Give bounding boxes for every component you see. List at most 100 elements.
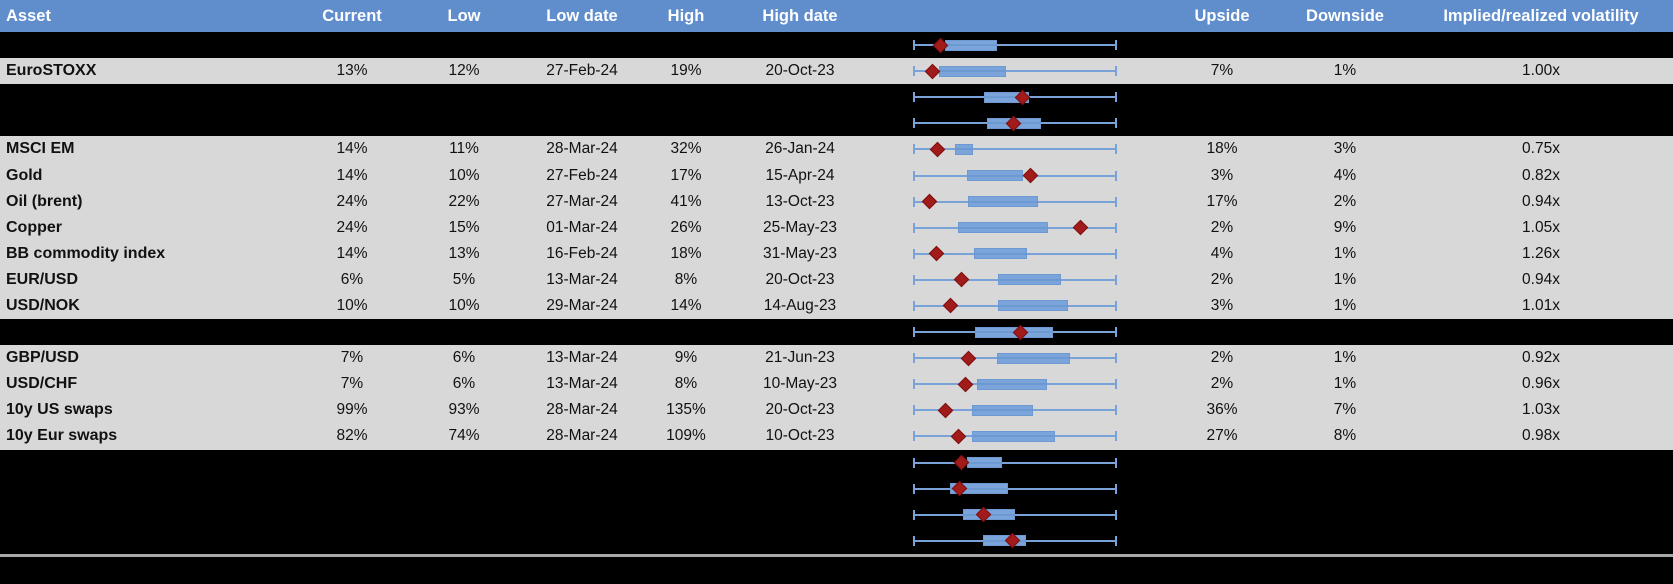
current-cell: 7%	[340, 349, 364, 367]
current-cell: 10%	[336, 296, 368, 314]
upside-cell: 3%	[1210, 166, 1234, 184]
asset-row: EUR/USD 6% 5% 13-Mar-24 8% 20-Oct-23 2% 1% 0.94x	[0, 266, 1673, 293]
median-line	[997, 357, 1069, 360]
high-date-cell: 10-Oct-23	[765, 427, 835, 445]
upside-cell: 2%	[1210, 349, 1234, 367]
current-cell: 14%	[336, 244, 368, 262]
upside-cell: 7%	[1210, 62, 1234, 80]
volatility-range-boxplot	[913, 267, 1117, 293]
whisker-cap-left	[913, 144, 915, 155]
whisker-cap-left	[913, 457, 915, 468]
whisker-cap-left	[913, 300, 915, 311]
column-header-low: Low	[447, 6, 481, 25]
median-line	[998, 278, 1060, 281]
high-cell: 19%	[670, 62, 702, 80]
whisker-cap-left	[913, 66, 915, 77]
median-line	[972, 435, 1054, 438]
range-box	[976, 378, 1047, 390]
high-date-cell: 20-Oct-23	[765, 62, 835, 80]
low-cell: 12%	[448, 62, 480, 80]
downside-cell: 1%	[1333, 375, 1357, 393]
low-cell: 5%	[452, 270, 476, 288]
whisker-cap-right	[1115, 274, 1117, 285]
range-box	[958, 222, 1048, 234]
separator-row	[0, 527, 1673, 554]
separator-row	[0, 84, 1673, 111]
separator-row	[0, 32, 1673, 59]
current-cell: 24%	[336, 192, 368, 210]
high-date-cell: 15-Apr-24	[765, 166, 835, 184]
asset-cell: 10y US swaps	[6, 401, 113, 419]
volatility-range-boxplot	[913, 319, 1117, 345]
asset-row: Oil (brent) 24% 22% 27-Mar-24 41% 13-Oct-23 17…	[0, 188, 1673, 215]
median-line	[956, 148, 972, 151]
asset-cell: Gold	[6, 166, 43, 184]
high-date-cell: 31-May-23	[762, 244, 838, 262]
volatility-range-boxplot	[913, 528, 1117, 554]
whisker-cap-right	[1115, 92, 1117, 103]
median-line	[977, 383, 1046, 386]
whisker-cap-right	[1115, 144, 1117, 155]
whisker-line	[913, 461, 1117, 464]
median-line	[972, 409, 1033, 412]
downside-cell: 1%	[1333, 349, 1357, 367]
asset-row: 10y US swaps 99% 93% 28-Mar-24 135% 20-Oct-23…	[0, 397, 1673, 424]
current-level-diamond-marker	[922, 193, 938, 210]
current-cell: 82%	[336, 427, 368, 445]
range-box	[998, 300, 1069, 312]
asset-cell: MSCI EM	[6, 140, 75, 158]
high-cell: 41%	[670, 192, 702, 210]
whisker-cap-left	[913, 248, 915, 259]
whisker-cap-left	[913, 379, 915, 390]
volatility-range-boxplot	[913, 84, 1117, 110]
whisker-cap-left	[913, 222, 915, 233]
implied-realized-cell: 0.96x	[1522, 375, 1560, 393]
volatility-range-boxplot	[913, 189, 1117, 215]
low-date-cell: 13-Mar-24	[546, 270, 618, 288]
downside-cell: 8%	[1333, 427, 1357, 445]
low-cell: 10%	[448, 296, 480, 314]
upside-cell: 2%	[1210, 270, 1234, 288]
low-cell: 6%	[452, 349, 476, 367]
low-cell: 10%	[448, 166, 480, 184]
whisker-cap-right	[1115, 40, 1117, 51]
bottom-black-band	[0, 557, 1673, 584]
whisker-cap-right	[1115, 535, 1117, 546]
range-box	[974, 248, 1027, 260]
current-cell: 6%	[340, 270, 364, 288]
asset-cell: EUR/USD	[6, 270, 79, 288]
high-date-cell: 14-Aug-23	[763, 296, 837, 314]
separator-row	[0, 319, 1673, 346]
asset-row: USD/NOK 10% 10% 29-Mar-24 14% 14-Aug-23 3% 1% 1.…	[0, 292, 1673, 320]
separator-row	[0, 449, 1673, 476]
asset-cell: GBP/USD	[6, 349, 79, 367]
whisker-cap-left	[913, 509, 915, 520]
high-cell: 8%	[674, 270, 698, 288]
low-cell: 74%	[448, 427, 480, 445]
whisker-cap-right	[1115, 431, 1117, 442]
low-cell: 6%	[452, 375, 476, 393]
range-box	[945, 39, 998, 51]
asset-cell: EuroSTOXX	[6, 62, 97, 80]
volatility-range-boxplot	[913, 476, 1117, 502]
asset-row: BB commodity index 14% 13% 16-Feb-24 18% 31-M…	[0, 240, 1673, 267]
volatility-range-boxplot	[913, 32, 1117, 58]
range-box	[966, 457, 1002, 469]
low-date-cell: 28-Mar-24	[546, 427, 618, 445]
asset-row: Gold 14% 10% 27-Feb-24 17% 15-Apr-24 3% 4% 0.82x	[0, 162, 1673, 189]
separator-row	[0, 501, 1673, 528]
range-box	[983, 535, 1026, 547]
implied-realized-cell: 1.00x	[1522, 62, 1560, 80]
current-level-diamond-marker	[1023, 167, 1039, 184]
current-cell: 99%	[336, 401, 368, 419]
median-line	[950, 487, 1008, 490]
low-date-cell: 27-Mar-24	[546, 192, 618, 210]
low-date-cell: 01-Mar-24	[546, 218, 618, 236]
high-cell: 32%	[670, 140, 702, 158]
volatility-range-boxplot	[913, 450, 1117, 476]
column-header-asset: Asset	[6, 6, 51, 25]
median-line	[975, 252, 1026, 255]
whisker-cap-left	[913, 118, 915, 129]
column-header-downside: Downside	[1306, 6, 1384, 25]
volatility-range-boxplot	[913, 136, 1117, 162]
